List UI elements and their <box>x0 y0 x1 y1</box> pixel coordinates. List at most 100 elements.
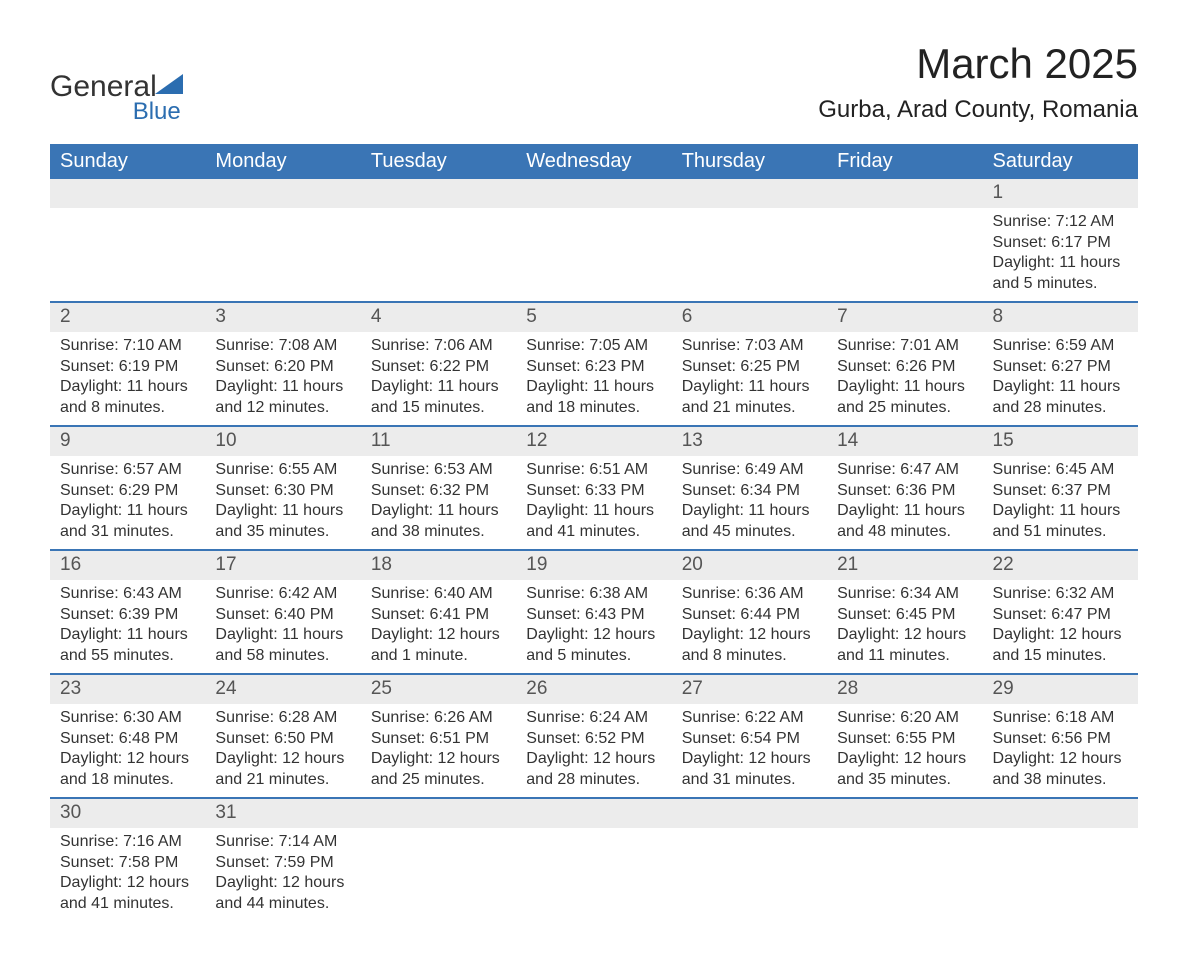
weekday-header: Sunday <box>50 144 205 179</box>
daylight-line: Daylight: 11 hours and 38 minutes. <box>371 501 506 543</box>
day-cell: 19Sunrise: 6:38 AMSunset: 6:43 PMDayligh… <box>516 550 671 674</box>
sunset-line: Sunset: 6:43 PM <box>526 605 661 626</box>
sunset-line: Sunset: 7:58 PM <box>60 853 195 874</box>
day-cell: 24Sunrise: 6:28 AMSunset: 6:50 PMDayligh… <box>205 674 360 798</box>
day-number: 4 <box>361 303 516 332</box>
day-details: Sunrise: 6:57 AMSunset: 6:29 PMDaylight:… <box>50 456 205 549</box>
day-details: Sunrise: 7:01 AMSunset: 6:26 PMDaylight:… <box>827 332 982 425</box>
daylight-line: Daylight: 11 hours and 28 minutes. <box>993 377 1128 419</box>
day-details: Sunrise: 7:14 AMSunset: 7:59 PMDaylight:… <box>205 828 360 921</box>
week-row: 9Sunrise: 6:57 AMSunset: 6:29 PMDaylight… <box>50 426 1138 550</box>
sunset-line: Sunset: 6:44 PM <box>682 605 817 626</box>
day-details: Sunrise: 7:06 AMSunset: 6:22 PMDaylight:… <box>361 332 516 425</box>
day-cell: 3Sunrise: 7:08 AMSunset: 6:20 PMDaylight… <box>205 302 360 426</box>
day-details: Sunrise: 7:12 AMSunset: 6:17 PMDaylight:… <box>983 208 1138 301</box>
sunrise-line: Sunrise: 7:10 AM <box>60 336 195 357</box>
day-number <box>50 179 205 208</box>
daylight-line: Daylight: 11 hours and 21 minutes. <box>682 377 817 419</box>
day-number <box>361 799 516 828</box>
weekday-header: Friday <box>827 144 982 179</box>
day-number <box>672 799 827 828</box>
day-cell: 5Sunrise: 7:05 AMSunset: 6:23 PMDaylight… <box>516 302 671 426</box>
day-details <box>672 208 827 288</box>
sunset-line: Sunset: 6:33 PM <box>526 481 661 502</box>
day-number: 31 <box>205 799 360 828</box>
day-cell: 16Sunrise: 6:43 AMSunset: 6:39 PMDayligh… <box>50 550 205 674</box>
day-details: Sunrise: 6:28 AMSunset: 6:50 PMDaylight:… <box>205 704 360 797</box>
sunrise-line: Sunrise: 6:57 AM <box>60 460 195 481</box>
day-details <box>361 208 516 288</box>
day-number <box>827 799 982 828</box>
day-details: Sunrise: 7:05 AMSunset: 6:23 PMDaylight:… <box>516 332 671 425</box>
day-details <box>672 828 827 908</box>
daylight-line: Daylight: 11 hours and 18 minutes. <box>526 377 661 419</box>
empty-day-cell <box>516 798 671 921</box>
sunset-line: Sunset: 6:51 PM <box>371 729 506 750</box>
day-cell: 11Sunrise: 6:53 AMSunset: 6:32 PMDayligh… <box>361 426 516 550</box>
daylight-line: Daylight: 12 hours and 21 minutes. <box>215 749 350 791</box>
sunrise-line: Sunrise: 6:53 AM <box>371 460 506 481</box>
sunrise-line: Sunrise: 7:08 AM <box>215 336 350 357</box>
sunrise-line: Sunrise: 6:28 AM <box>215 708 350 729</box>
sunset-line: Sunset: 6:40 PM <box>215 605 350 626</box>
day-details: Sunrise: 6:32 AMSunset: 6:47 PMDaylight:… <box>983 580 1138 673</box>
day-details: Sunrise: 6:20 AMSunset: 6:55 PMDaylight:… <box>827 704 982 797</box>
day-details: Sunrise: 6:49 AMSunset: 6:34 PMDaylight:… <box>672 456 827 549</box>
day-details: Sunrise: 6:18 AMSunset: 6:56 PMDaylight:… <box>983 704 1138 797</box>
empty-day-cell <box>672 798 827 921</box>
sunrise-line: Sunrise: 6:36 AM <box>682 584 817 605</box>
day-number: 18 <box>361 551 516 580</box>
sunrise-line: Sunrise: 6:20 AM <box>837 708 972 729</box>
day-cell: 29Sunrise: 6:18 AMSunset: 6:56 PMDayligh… <box>983 674 1138 798</box>
day-number: 21 <box>827 551 982 580</box>
day-number: 27 <box>672 675 827 704</box>
daylight-line: Daylight: 12 hours and 8 minutes. <box>682 625 817 667</box>
day-details <box>516 208 671 288</box>
week-row: 30Sunrise: 7:16 AMSunset: 7:58 PMDayligh… <box>50 798 1138 921</box>
daylight-line: Daylight: 12 hours and 28 minutes. <box>526 749 661 791</box>
day-cell: 13Sunrise: 6:49 AMSunset: 6:34 PMDayligh… <box>672 426 827 550</box>
daylight-line: Daylight: 12 hours and 41 minutes. <box>60 873 195 915</box>
day-cell: 10Sunrise: 6:55 AMSunset: 6:30 PMDayligh… <box>205 426 360 550</box>
day-cell: 8Sunrise: 6:59 AMSunset: 6:27 PMDaylight… <box>983 302 1138 426</box>
day-cell: 7Sunrise: 7:01 AMSunset: 6:26 PMDaylight… <box>827 302 982 426</box>
calendar-table: SundayMondayTuesdayWednesdayThursdayFrid… <box>50 144 1138 921</box>
day-details: Sunrise: 6:24 AMSunset: 6:52 PMDaylight:… <box>516 704 671 797</box>
day-number: 5 <box>516 303 671 332</box>
empty-day-cell <box>516 179 671 302</box>
sunset-line: Sunset: 6:26 PM <box>837 357 972 378</box>
day-number: 26 <box>516 675 671 704</box>
week-row: 16Sunrise: 6:43 AMSunset: 6:39 PMDayligh… <box>50 550 1138 674</box>
empty-day-cell <box>50 179 205 302</box>
day-number: 20 <box>672 551 827 580</box>
day-number: 30 <box>50 799 205 828</box>
sunrise-line: Sunrise: 6:49 AM <box>682 460 817 481</box>
sunrise-line: Sunrise: 6:42 AM <box>215 584 350 605</box>
sunset-line: Sunset: 6:48 PM <box>60 729 195 750</box>
sunrise-line: Sunrise: 7:16 AM <box>60 832 195 853</box>
weekday-header: Thursday <box>672 144 827 179</box>
day-number <box>361 179 516 208</box>
day-details: Sunrise: 7:08 AMSunset: 6:20 PMDaylight:… <box>205 332 360 425</box>
daylight-line: Daylight: 12 hours and 44 minutes. <box>215 873 350 915</box>
day-cell: 21Sunrise: 6:34 AMSunset: 6:45 PMDayligh… <box>827 550 982 674</box>
daylight-line: Daylight: 11 hours and 55 minutes. <box>60 625 195 667</box>
daylight-line: Daylight: 12 hours and 11 minutes. <box>837 625 972 667</box>
empty-day-cell <box>361 798 516 921</box>
day-number: 16 <box>50 551 205 580</box>
daylight-line: Daylight: 12 hours and 18 minutes. <box>60 749 195 791</box>
logo-text-general: General <box>50 70 157 104</box>
day-cell: 14Sunrise: 6:47 AMSunset: 6:36 PMDayligh… <box>827 426 982 550</box>
day-cell: 15Sunrise: 6:45 AMSunset: 6:37 PMDayligh… <box>983 426 1138 550</box>
sunset-line: Sunset: 6:37 PM <box>993 481 1128 502</box>
daylight-line: Daylight: 11 hours and 41 minutes. <box>526 501 661 543</box>
daylight-line: Daylight: 11 hours and 58 minutes. <box>215 625 350 667</box>
day-number: 28 <box>827 675 982 704</box>
day-cell: 4Sunrise: 7:06 AMSunset: 6:22 PMDaylight… <box>361 302 516 426</box>
sunrise-line: Sunrise: 6:40 AM <box>371 584 506 605</box>
day-number: 17 <box>205 551 360 580</box>
daylight-line: Daylight: 12 hours and 1 minute. <box>371 625 506 667</box>
day-cell: 23Sunrise: 6:30 AMSunset: 6:48 PMDayligh… <box>50 674 205 798</box>
sunset-line: Sunset: 6:36 PM <box>837 481 972 502</box>
sunrise-line: Sunrise: 6:26 AM <box>371 708 506 729</box>
